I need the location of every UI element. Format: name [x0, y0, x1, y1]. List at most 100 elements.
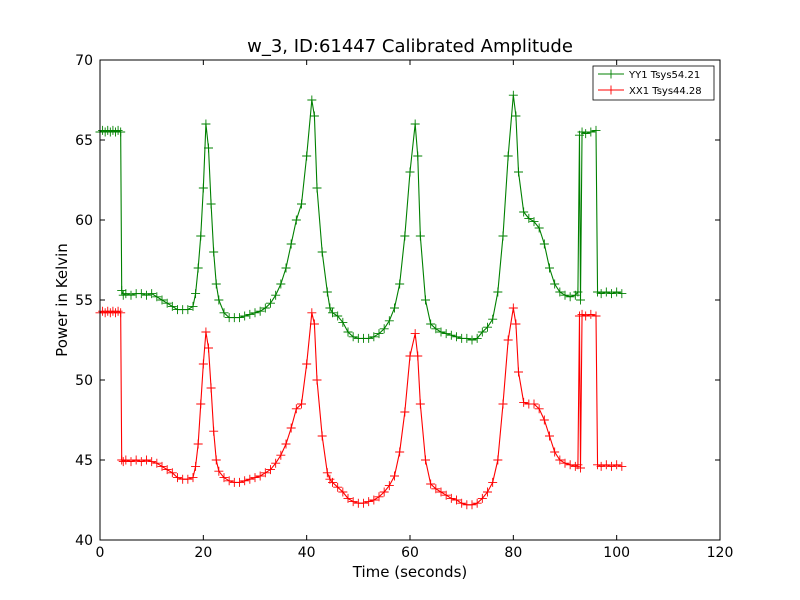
- legend-marker: [606, 69, 616, 79]
- data-point: [309, 319, 319, 329]
- data-point: [514, 167, 523, 177]
- data-point: [457, 498, 467, 508]
- data-point: [271, 458, 281, 468]
- series-line: [99, 307, 622, 506]
- data-point: [374, 492, 384, 502]
- data-point: [142, 290, 151, 300]
- data-point: [260, 303, 270, 313]
- data-point: [116, 308, 126, 318]
- data-point: [413, 151, 423, 161]
- data-point: [116, 127, 126, 137]
- data-point: [209, 247, 219, 257]
- data-point: [493, 455, 503, 465]
- data-point: [577, 127, 587, 137]
- data-point: [390, 303, 399, 313]
- data-point: [607, 461, 616, 471]
- data-point: [405, 351, 415, 361]
- data-point: [152, 458, 162, 468]
- data-point: [555, 455, 565, 465]
- y-tick-label: 50: [75, 373, 93, 389]
- data-point: [384, 481, 394, 491]
- data-point: [173, 473, 182, 483]
- data-point: [539, 415, 549, 425]
- data-point: [534, 404, 544, 414]
- legend-label: YY1 Tsys54.21: [628, 70, 700, 81]
- data-point: [118, 457, 128, 467]
- data-point: [167, 301, 177, 311]
- data-point: [260, 468, 270, 478]
- data-point: [255, 471, 265, 481]
- data-point: [529, 217, 539, 227]
- data-point: [426, 479, 436, 489]
- data-point: [511, 319, 521, 329]
- data-point: [586, 309, 596, 319]
- data-point: [224, 476, 234, 486]
- data-point: [328, 308, 337, 318]
- data-point: [266, 465, 275, 475]
- data-point: [271, 290, 281, 300]
- data-point: [343, 327, 353, 337]
- data-point: [441, 329, 451, 339]
- data-point: [206, 383, 216, 393]
- x-tick-label: 80: [504, 545, 522, 561]
- data-point: [328, 477, 337, 487]
- x-tick-label: 120: [707, 545, 734, 561]
- data-point: [198, 359, 208, 369]
- data-point: [369, 495, 379, 505]
- data-point: [235, 477, 244, 487]
- data-point: [291, 215, 301, 225]
- data-point: [436, 487, 446, 497]
- data-point: [348, 332, 358, 342]
- data-point: [591, 311, 601, 321]
- data-point: [560, 290, 570, 300]
- data-point: [576, 295, 585, 305]
- data-point: [395, 279, 405, 289]
- data-point: [581, 129, 591, 139]
- data-point: [539, 239, 549, 249]
- data-point: [436, 327, 446, 337]
- data-point: [421, 295, 430, 305]
- data-point: [369, 332, 379, 342]
- data-point: [276, 279, 286, 289]
- chart-title: w_3, ID:61447 Calibrated Amplitude: [247, 36, 573, 57]
- data-point: [612, 460, 622, 470]
- y-tick-label: 55: [75, 293, 93, 309]
- data-point: [118, 290, 128, 300]
- data-point: [415, 399, 425, 409]
- data-point: [121, 455, 131, 465]
- data-point: [136, 457, 146, 467]
- data-point: [374, 329, 384, 339]
- data-point: [317, 431, 327, 441]
- x-tick-label: 60: [401, 545, 419, 561]
- data-point: [405, 167, 415, 177]
- data-point: [157, 461, 167, 471]
- series-line: [99, 95, 622, 341]
- data-point: [276, 450, 286, 460]
- x-tick-label: 20: [194, 545, 212, 561]
- series-layer: [95, 90, 627, 510]
- data-point: [204, 343, 213, 353]
- data-point: [333, 311, 343, 321]
- legend-box: [592, 65, 715, 101]
- data-point: [191, 461, 201, 471]
- data-point: [617, 461, 627, 471]
- data-point: [126, 290, 136, 300]
- data-point: [607, 289, 616, 299]
- data-point: [193, 439, 203, 449]
- data-point: [266, 298, 275, 308]
- data-point: [452, 495, 461, 505]
- data-point: [309, 111, 319, 121]
- data-point: [322, 287, 332, 297]
- y-axis-title: Power in Kelvin: [53, 243, 71, 357]
- data-point: [379, 324, 389, 334]
- data-point: [534, 223, 544, 233]
- data-point: [291, 404, 301, 414]
- data-point: [477, 327, 487, 337]
- data-point: [503, 335, 513, 345]
- data-point: [545, 263, 554, 273]
- data-point: [576, 463, 585, 473]
- data-point: [545, 431, 554, 441]
- data-point: [431, 324, 441, 334]
- data-point: [157, 295, 167, 305]
- data-point: [498, 231, 508, 241]
